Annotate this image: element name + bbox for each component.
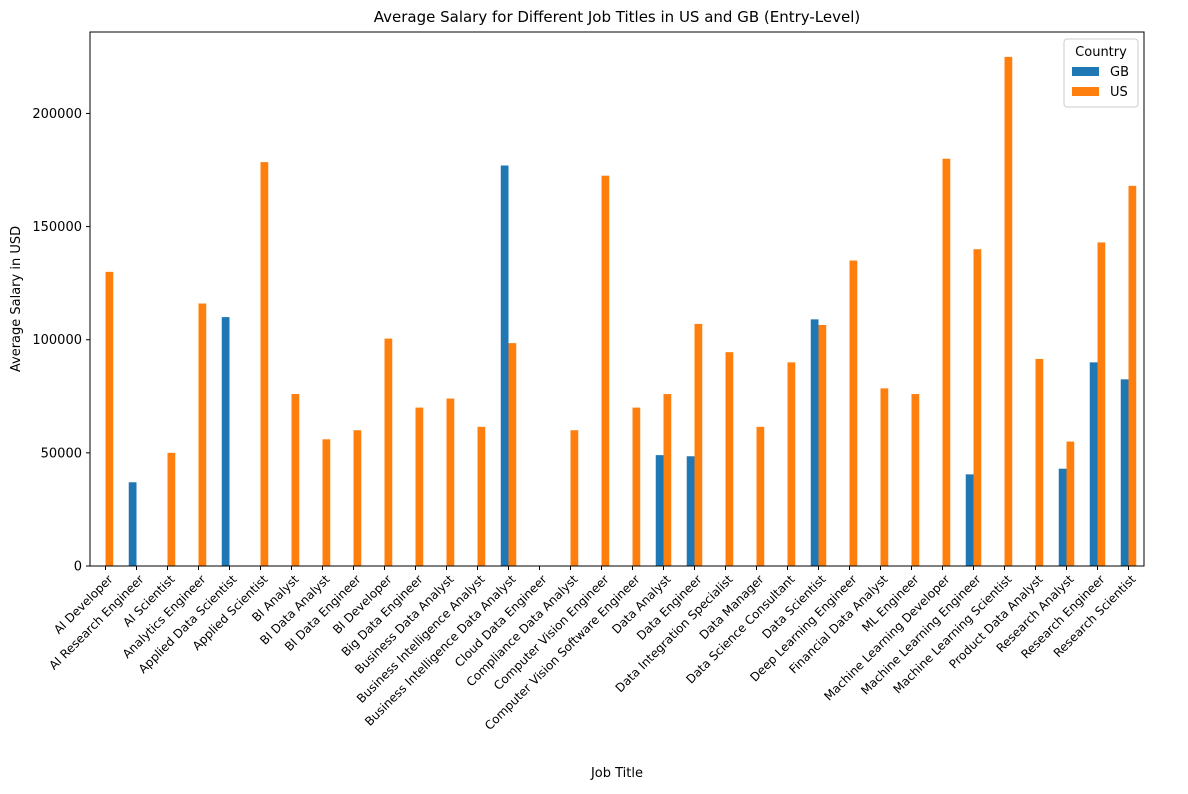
bar-us-research-engineer xyxy=(1097,242,1106,566)
bar-us-ai-scientist xyxy=(167,452,176,566)
bar-us-ml-engineer xyxy=(911,394,920,566)
bar-us-financial-data-analyst xyxy=(880,388,889,566)
bar-us-bi-developer xyxy=(384,338,393,566)
bar-us-machine-learning-engineer xyxy=(973,249,982,566)
bar-gb-research-analyst xyxy=(1058,468,1067,566)
chart-title: Average Salary for Different Job Titles … xyxy=(374,8,861,26)
bar-gb-ai-research-engineer xyxy=(128,482,137,566)
bar-us-machine-learning-developer xyxy=(942,158,951,566)
bar-us-data-integration-specialist xyxy=(725,352,734,566)
plot-area-frame xyxy=(89,31,1145,567)
bar-us-data-engineer xyxy=(694,323,703,566)
bar-us-data-scientist xyxy=(818,325,827,566)
bar-us-data-analyst xyxy=(663,394,672,566)
legend-swatch-us xyxy=(1072,87,1099,96)
bar-us-computer-vision-engineer xyxy=(601,175,610,566)
bar-gb-business-intelligence-data-analyst xyxy=(500,165,509,566)
bar-us-business-data-analyst xyxy=(446,398,455,566)
bar-us-ai-developer xyxy=(105,271,114,566)
legend-label-us: US xyxy=(1110,85,1128,100)
y-axis-ticks: 0 50000 100000 150000 200000 xyxy=(32,107,90,575)
bar-gb-applied-data-scientist xyxy=(221,317,230,566)
bar-gb-machine-learning-engineer xyxy=(965,474,974,566)
bar-us-deep-learning-engineer xyxy=(849,260,858,566)
bars-layer xyxy=(105,56,1137,567)
bar-us-analytics-engineer xyxy=(198,303,207,566)
bar-us-machine-learning-scientist xyxy=(1004,56,1013,566)
bar-us-bi-analyst xyxy=(291,394,300,566)
bar-us-computer-vision-software-engineer xyxy=(632,407,641,566)
y-axis-label: Average Salary in USD xyxy=(9,226,24,372)
bar-us-compliance-data-analyst xyxy=(570,430,579,566)
bar-gb-data-engineer xyxy=(686,456,695,566)
bar-us-big-data-engineer xyxy=(415,407,424,566)
y-tick-label: 150000 xyxy=(32,220,82,235)
bar-us-data-science-consultant xyxy=(787,362,796,566)
y-tick-label: 100000 xyxy=(32,333,82,348)
legend-swatch-gb xyxy=(1072,67,1099,76)
bar-us-research-scientist xyxy=(1128,185,1137,567)
bar-gb-research-engineer xyxy=(1089,362,1098,566)
legend: Country GB US xyxy=(1063,38,1139,108)
bar-us-applied-scientist xyxy=(260,162,269,567)
bar-us-business-intelligence-data-analyst xyxy=(508,343,517,566)
bar-us-business-intelligence-analyst xyxy=(477,426,486,566)
y-tick-label: 0 xyxy=(74,560,82,575)
x-axis-label: Job Title xyxy=(590,766,643,781)
y-tick-label: 50000 xyxy=(41,446,82,461)
bar-gb-data-analyst xyxy=(655,455,664,566)
bar-us-bi-data-engineer xyxy=(353,430,362,566)
bar-us-data-manager xyxy=(756,426,765,566)
bar-us-research-analyst xyxy=(1066,441,1075,566)
legend-title: Country xyxy=(1075,45,1127,60)
y-tick-label: 200000 xyxy=(32,107,82,122)
bar-us-bi-data-analyst xyxy=(322,439,331,566)
bar-gb-research-scientist xyxy=(1120,379,1129,566)
bar-gb-data-scientist xyxy=(810,319,819,566)
bar-us-product-data-analyst xyxy=(1035,358,1044,566)
legend-label-gb: GB xyxy=(1110,65,1129,80)
